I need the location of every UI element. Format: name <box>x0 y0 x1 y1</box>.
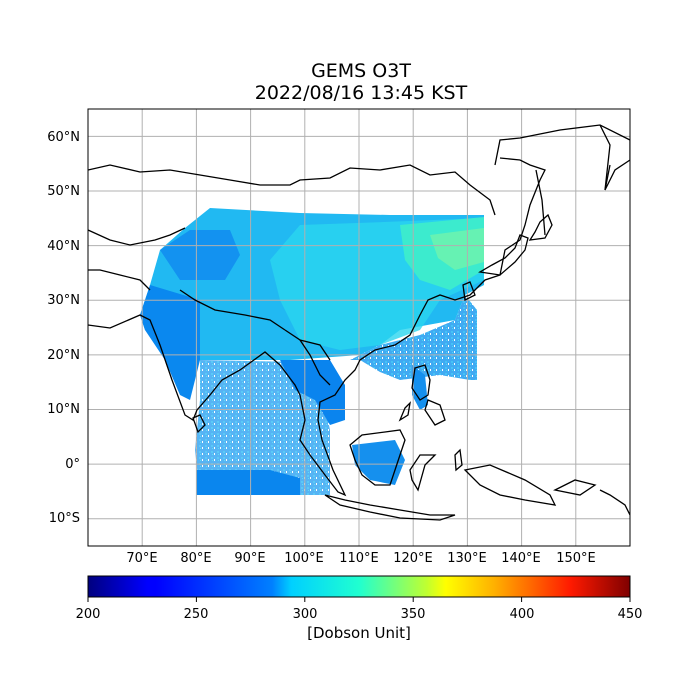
colorbar <box>87 575 631 598</box>
lon-tick-label: 140°E <box>501 551 541 566</box>
lon-tick-label: 100°E <box>284 551 324 566</box>
ozone-field <box>140 208 484 495</box>
colorbar-tick-label: 350 <box>400 607 426 622</box>
colorbar-ticks <box>87 597 631 602</box>
lat-tick-label: 40°N <box>47 239 80 254</box>
coastlines <box>88 124 630 521</box>
lat-tick-label: 0° <box>65 457 80 472</box>
lat-tick-label: 60°N <box>47 130 80 145</box>
lat-tick-label: 50°N <box>47 184 80 199</box>
colorbar-tick-label: 450 <box>617 607 643 622</box>
lat-tick-label: 10°S <box>48 511 80 526</box>
lon-tick-label: 130°E <box>447 551 487 566</box>
lon-tick-label: 70°E <box>126 551 158 566</box>
lat-tick-label: 10°N <box>47 402 80 417</box>
map-subtitle: 2022/08/16 13:45 KST <box>254 82 468 104</box>
colorbar-tick-label: 200 <box>75 607 101 622</box>
colorbar-tick-label: 400 <box>509 607 535 622</box>
lon-tick-label: 90°E <box>234 551 266 566</box>
colorbar-label: [Dobson Unit] <box>307 624 411 642</box>
colorbar-tick-label: 300 <box>292 607 318 622</box>
lon-tick-label: 150°E <box>556 551 596 566</box>
map-title: GEMS O3T <box>311 60 411 82</box>
lat-tick-label: 30°N <box>47 293 80 308</box>
lon-tick-label: 80°E <box>180 551 212 566</box>
lon-tick-label: 110°E <box>339 551 379 566</box>
lon-tick-label: 120°E <box>393 551 433 566</box>
colorbar-tick-label: 250 <box>183 607 209 622</box>
lat-tick-label: 20°N <box>47 348 80 363</box>
